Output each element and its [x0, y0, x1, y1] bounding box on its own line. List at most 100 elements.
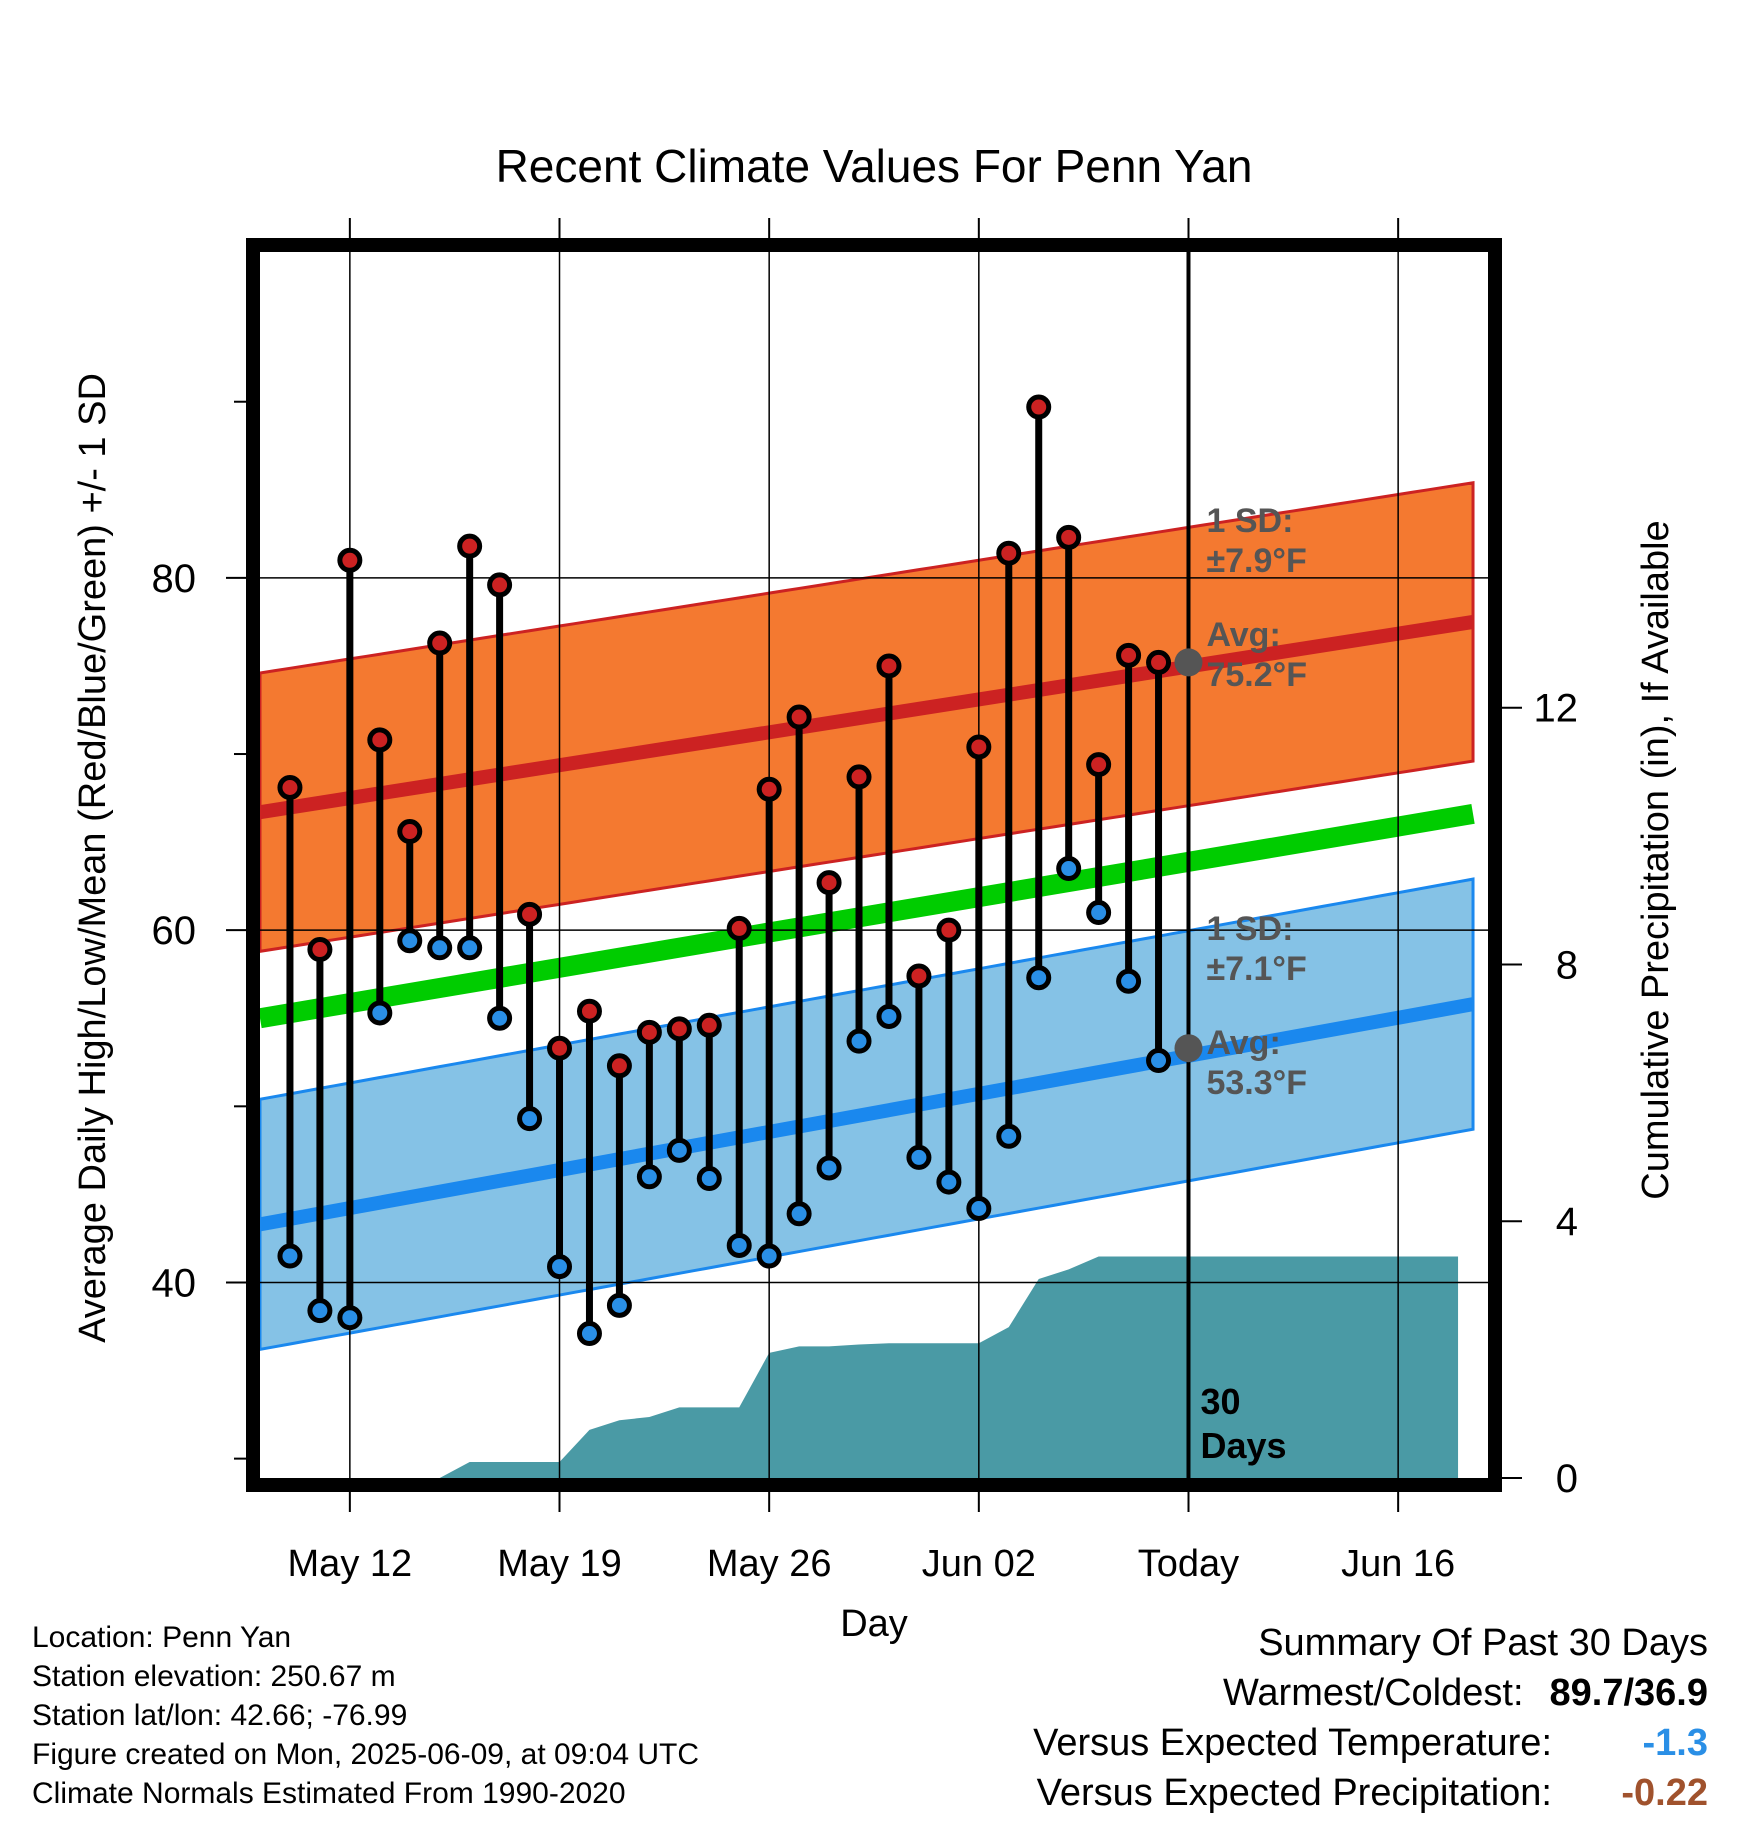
y2-axis-label: Cumulative Precipitation (in), If Availa…	[1635, 520, 1677, 1199]
y2-tick-label: 4	[1556, 1200, 1578, 1244]
low-avg-annotation: Avg:	[1206, 1024, 1280, 1062]
summary-precip-row: Versus Expected Precipitation: -0.22	[1033, 1768, 1708, 1818]
daily-low-point	[517, 1106, 543, 1132]
x-tick-label: May 26	[707, 1543, 832, 1585]
summary-temp-row: Versus Expected Temperature: -1.3	[1033, 1718, 1708, 1768]
daily-high-point	[816, 870, 842, 896]
y2-tick-label: 8	[1556, 943, 1578, 987]
daily-low-point	[277, 1243, 303, 1269]
station-elevation: Station elevation: 250.67 m	[32, 1660, 396, 1693]
normal-high-line	[260, 614, 1475, 820]
daily-high-point	[277, 774, 303, 800]
daily-high-point	[666, 1016, 692, 1042]
daily-low-point	[876, 1003, 902, 1029]
daily-high-point	[966, 734, 992, 760]
y-tick-label: 80	[152, 557, 197, 601]
daily-high-point	[756, 776, 782, 802]
station-location: Location: Penn Yan	[32, 1621, 292, 1654]
window-annotation: 30	[1200, 1381, 1240, 1422]
daily-low-point	[816, 1155, 842, 1181]
daily-low-point	[846, 1028, 872, 1054]
y-tick-label: 60	[152, 909, 197, 953]
daily-low-point	[487, 1005, 513, 1031]
normal-mean-line	[260, 804, 1475, 1029]
y-axis-label: Average Daily High/Low/Mean (Red/Blue/Gr…	[72, 373, 114, 1343]
daily-high-point	[636, 1019, 662, 1045]
daily-high-point	[906, 963, 932, 989]
daily-low-point	[1116, 968, 1142, 994]
daily-high-point	[576, 998, 602, 1024]
high-sd-annotation: 1 SD:	[1206, 502, 1293, 540]
today-avg-high-marker	[1174, 648, 1203, 677]
daily-high-point	[606, 1053, 632, 1079]
temp-label: Versus Expected Temperature:	[1033, 1722, 1552, 1764]
daily-high-point	[786, 704, 812, 730]
daily-high-point	[1086, 752, 1112, 778]
x-tick-label: May 12	[288, 1543, 413, 1585]
y-tick-label: 40	[152, 1261, 197, 1305]
x-tick-label: May 19	[497, 1543, 622, 1585]
low-avg-annotation: 53.3°F	[1206, 1064, 1307, 1102]
daily-low-point	[307, 1298, 333, 1324]
daily-high-point	[846, 764, 872, 790]
warmest-value: 89.7/36.9	[1549, 1672, 1708, 1714]
warmest-label: Warmest/Coldest:	[1222, 1672, 1524, 1714]
station-info: Location: Penn Yan Station elevation: 25…	[32, 1618, 699, 1813]
daily-low-point	[1056, 856, 1082, 882]
daily-low-point	[457, 935, 483, 961]
normals-period: Climate Normals Estimated From 1990-2020	[32, 1777, 626, 1810]
daily-high-point	[487, 572, 513, 598]
daily-high-point	[1146, 649, 1172, 675]
window-annotation: Days	[1200, 1425, 1286, 1466]
daily-low-point	[786, 1201, 812, 1227]
x-axis-label: Day	[840, 1603, 908, 1645]
x-tick-label: Today	[1138, 1543, 1239, 1585]
daily-high-point	[547, 1035, 573, 1061]
daily-low-point	[696, 1166, 722, 1192]
low-sd-annotation: 1 SD:	[1206, 910, 1293, 948]
daily-high-point	[397, 819, 423, 845]
today-avg-low-marker	[1174, 1034, 1203, 1063]
figure-created: Figure created on Mon, 2025-06-09, at 09…	[32, 1738, 700, 1771]
daily-high-point	[726, 915, 752, 941]
daily-low-point	[906, 1144, 932, 1170]
daily-low-point	[996, 1123, 1022, 1149]
daily-low-point	[547, 1254, 573, 1280]
plot-frame	[246, 238, 1502, 1492]
daily-high-point	[307, 937, 333, 963]
summary-warmest-row: Warmest/Coldest: 89.7/36.9	[1033, 1668, 1708, 1718]
daily-low-point	[576, 1321, 602, 1347]
daily-high-point	[1056, 524, 1082, 550]
daily-high-point	[996, 540, 1022, 566]
normal-low-line	[260, 997, 1475, 1232]
daily-high-point	[696, 1012, 722, 1038]
daily-high-point	[1116, 642, 1142, 668]
precip-label: Versus Expected Precipitation:	[1036, 1772, 1552, 1814]
daily-low-point	[726, 1232, 752, 1258]
daily-low-point	[1026, 965, 1052, 991]
summary-panel: Summary Of Past 30 Days Warmest/Coldest:…	[1033, 1618, 1708, 1818]
daily-high-point	[1026, 394, 1052, 420]
daily-low-point	[756, 1243, 782, 1269]
daily-low-point	[1146, 1048, 1172, 1074]
daily-high-point	[517, 901, 543, 927]
daily-high-point	[457, 533, 483, 559]
daily-low-point	[606, 1292, 632, 1318]
daily-low-point	[936, 1169, 962, 1195]
chart-title: Recent Climate Values For Penn Yan	[496, 140, 1253, 192]
station-latlon: Station lat/lon: 42.66; -76.99	[32, 1699, 408, 1732]
daily-low-point	[337, 1305, 363, 1331]
precip-value: -0.22	[1621, 1772, 1708, 1814]
daily-low-point	[966, 1195, 992, 1221]
daily-high-point	[427, 630, 453, 656]
high-avg-annotation: 75.2°F	[1206, 656, 1307, 694]
high-avg-annotation: Avg:	[1206, 616, 1280, 654]
daily-high-point	[876, 653, 902, 679]
daily-low-point	[367, 1000, 393, 1026]
temp-value: -1.3	[1642, 1722, 1708, 1764]
precip-area	[260, 1256, 1459, 1478]
daily-low-point	[397, 928, 423, 954]
y2-tick-label: 12	[1534, 687, 1579, 731]
daily-low-point	[666, 1137, 692, 1163]
